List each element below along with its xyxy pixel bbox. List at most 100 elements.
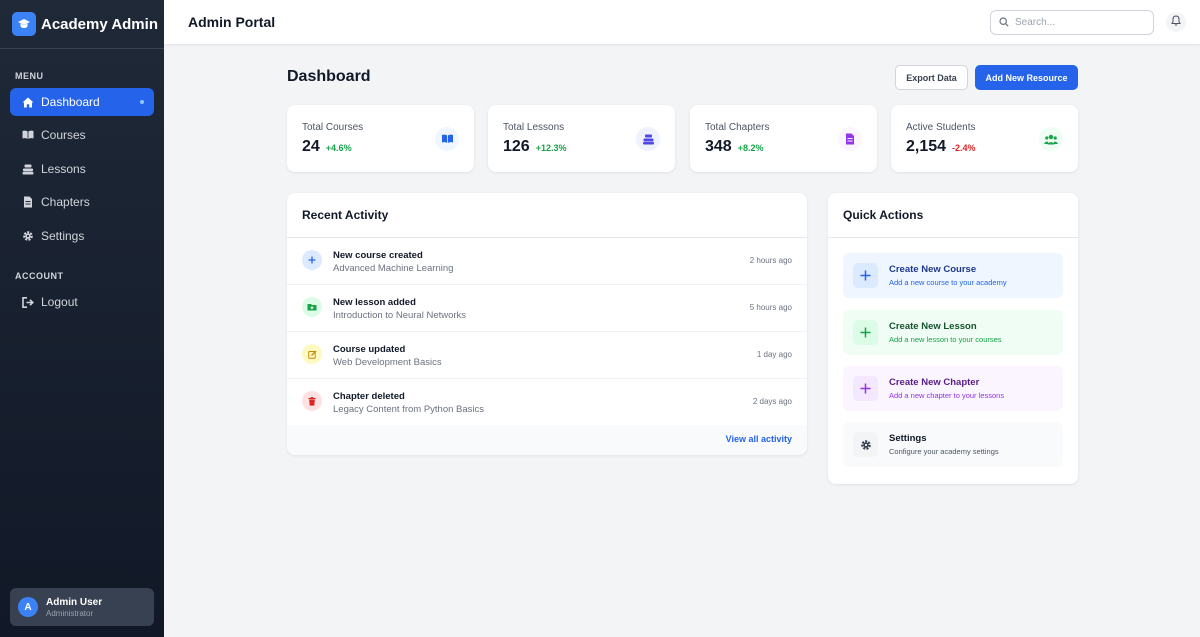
stat-card-courses: Total Courses 24 +4.6%: [287, 105, 474, 172]
activity-title: Course updated: [333, 344, 406, 355]
recent-activity-panel: Recent Activity New course created Advan…: [287, 193, 807, 455]
user-name: Admin User: [46, 596, 103, 608]
sidebar-item-label: Dashboard: [41, 95, 100, 109]
stat-card-lessons: Total Lessons 126 +12.3%: [488, 105, 675, 172]
quick-action-subtitle: Add a new lesson to your courses: [889, 335, 1002, 344]
stat-value-group: 126 +12.3%: [503, 138, 566, 156]
activity-time: 2 hours ago: [749, 256, 792, 265]
page-title: Dashboard: [287, 68, 371, 85]
activity-title: New course created: [333, 250, 423, 261]
activity-time: 1 day ago: [756, 350, 792, 359]
brand-name: Academy Admin: [41, 15, 158, 33]
stat-value-group: 348 +8.2%: [705, 138, 763, 156]
quick-action-subtitle: Add a new course to your academy: [889, 278, 1007, 287]
search-icon: [999, 14, 1009, 32]
stat-value: 24: [302, 138, 320, 155]
stat-value: 2,154: [906, 138, 947, 155]
activity-time: 2 days ago: [752, 397, 792, 406]
menu-section-label: MENU: [15, 71, 44, 81]
logout-button[interactable]: Logout: [10, 288, 154, 316]
layers-icon: [21, 164, 35, 175]
create-lesson-button[interactable]: Create New Lesson Add a new lesson to yo…: [843, 310, 1063, 355]
avatar: A: [18, 597, 38, 617]
divider: [287, 237, 807, 238]
sidebar-item-label: Chapters: [41, 195, 90, 209]
list-item[interactable]: New lesson added Introduction to Neural …: [287, 285, 807, 332]
activity-time: 5 hours ago: [749, 303, 792, 312]
notifications-button[interactable]: [1166, 12, 1186, 32]
sidebar-item-lessons[interactable]: Lessons: [10, 155, 154, 183]
quick-action-subtitle: Configure your academy settings: [889, 447, 999, 456]
logout-icon: [21, 296, 35, 308]
stat-label: Total Chapters: [705, 122, 770, 133]
sidebar-item-courses[interactable]: Courses: [10, 121, 154, 149]
activity-subtitle: Legacy Content from Python Basics: [333, 404, 485, 415]
sidebar-item-chapters[interactable]: Chapters: [10, 188, 154, 216]
stat-delta: +8.2%: [737, 143, 764, 153]
logout-label: Logout: [41, 295, 78, 309]
create-chapter-button[interactable]: Create New Chapter Add a new chapter to …: [843, 366, 1063, 411]
settings-button[interactable]: Settings Configure your academy settings: [843, 422, 1063, 467]
stat-delta: -2.4%: [952, 143, 976, 153]
sidebar-item-settings[interactable]: Settings: [10, 222, 154, 250]
book-open-icon: [435, 127, 459, 151]
list-item[interactable]: Chapter deleted Legacy Content from Pyth…: [287, 379, 807, 426]
list-item[interactable]: Course updated Web Development Basics 1 …: [287, 332, 807, 379]
layers-icon: [636, 127, 660, 151]
gear-icon: [21, 230, 35, 242]
user-role: Administrator: [46, 608, 94, 618]
search-input[interactable]: [1015, 17, 1145, 28]
sidebar-item-label: Courses: [41, 128, 86, 142]
divider: [828, 237, 1078, 238]
trash-icon: [302, 391, 322, 411]
brand[interactable]: Academy Admin: [0, 0, 164, 49]
home-icon: [21, 97, 35, 108]
file-icon: [838, 127, 862, 151]
sidebar-item-dashboard[interactable]: Dashboard: [10, 88, 154, 116]
stat-card-chapters: Total Chapters 348 +8.2%: [690, 105, 877, 172]
plus-icon: [853, 263, 878, 288]
stat-value: 126: [503, 138, 530, 155]
stat-delta: +12.3%: [535, 143, 567, 153]
stat-delta: +4.6%: [325, 143, 352, 153]
quick-actions-panel: Quick Actions Create New Course Add a ne…: [828, 193, 1078, 484]
activity-title: New lesson added: [333, 297, 416, 308]
top-bar: Admin Portal: [164, 0, 1200, 45]
quick-action-title: Settings: [889, 433, 927, 444]
list-item[interactable]: New course created Advanced Machine Lear…: [287, 238, 807, 285]
activity-footer: View all activity: [287, 425, 807, 455]
stat-value-group: 2,154 -2.4%: [906, 138, 976, 156]
plus-icon: [302, 250, 322, 270]
activity-title: Chapter deleted: [333, 391, 405, 402]
stat-value: 348: [705, 138, 732, 155]
bell-icon: [1171, 13, 1181, 31]
view-all-activity-link[interactable]: View all activity: [725, 434, 792, 444]
sidebar-item-label: Settings: [41, 229, 85, 243]
add-new-resource-button[interactable]: Add New Resource: [975, 65, 1078, 90]
users-icon: [1039, 127, 1063, 151]
create-course-button[interactable]: Create New Course Add a new course to yo…: [843, 253, 1063, 298]
graduation-cap-icon: [12, 12, 36, 36]
quick-actions-title: Quick Actions: [843, 208, 924, 222]
stat-card-students: Active Students 2,154 -2.4%: [891, 105, 1078, 172]
recent-activity-title: Recent Activity: [302, 208, 389, 222]
user-profile[interactable]: A Admin User Administrator: [10, 588, 154, 626]
quick-action-title: Create New Chapter: [889, 377, 980, 388]
quick-action-title: Create New Course: [889, 264, 977, 275]
stat-label: Total Lessons: [503, 122, 565, 133]
gear-icon: [853, 432, 878, 457]
activity-subtitle: Advanced Machine Learning: [333, 263, 454, 274]
quick-action-subtitle: Add a new chapter to your lessons: [889, 391, 1005, 400]
sidebar-item-label: Lessons: [41, 162, 86, 176]
stat-label: Total Courses: [302, 122, 364, 133]
book-open-icon: [21, 130, 35, 140]
activity-subtitle: Web Development Basics: [333, 357, 442, 368]
activity-subtitle: Introduction to Neural Networks: [333, 310, 467, 321]
export-data-button[interactable]: Export Data: [895, 65, 968, 90]
file-icon: [21, 196, 35, 208]
search-box[interactable]: [990, 10, 1154, 35]
quick-action-title: Create New Lesson: [889, 321, 977, 332]
active-indicator: [140, 100, 144, 104]
plus-icon: [853, 320, 878, 345]
portal-title: Admin Portal: [188, 14, 276, 30]
